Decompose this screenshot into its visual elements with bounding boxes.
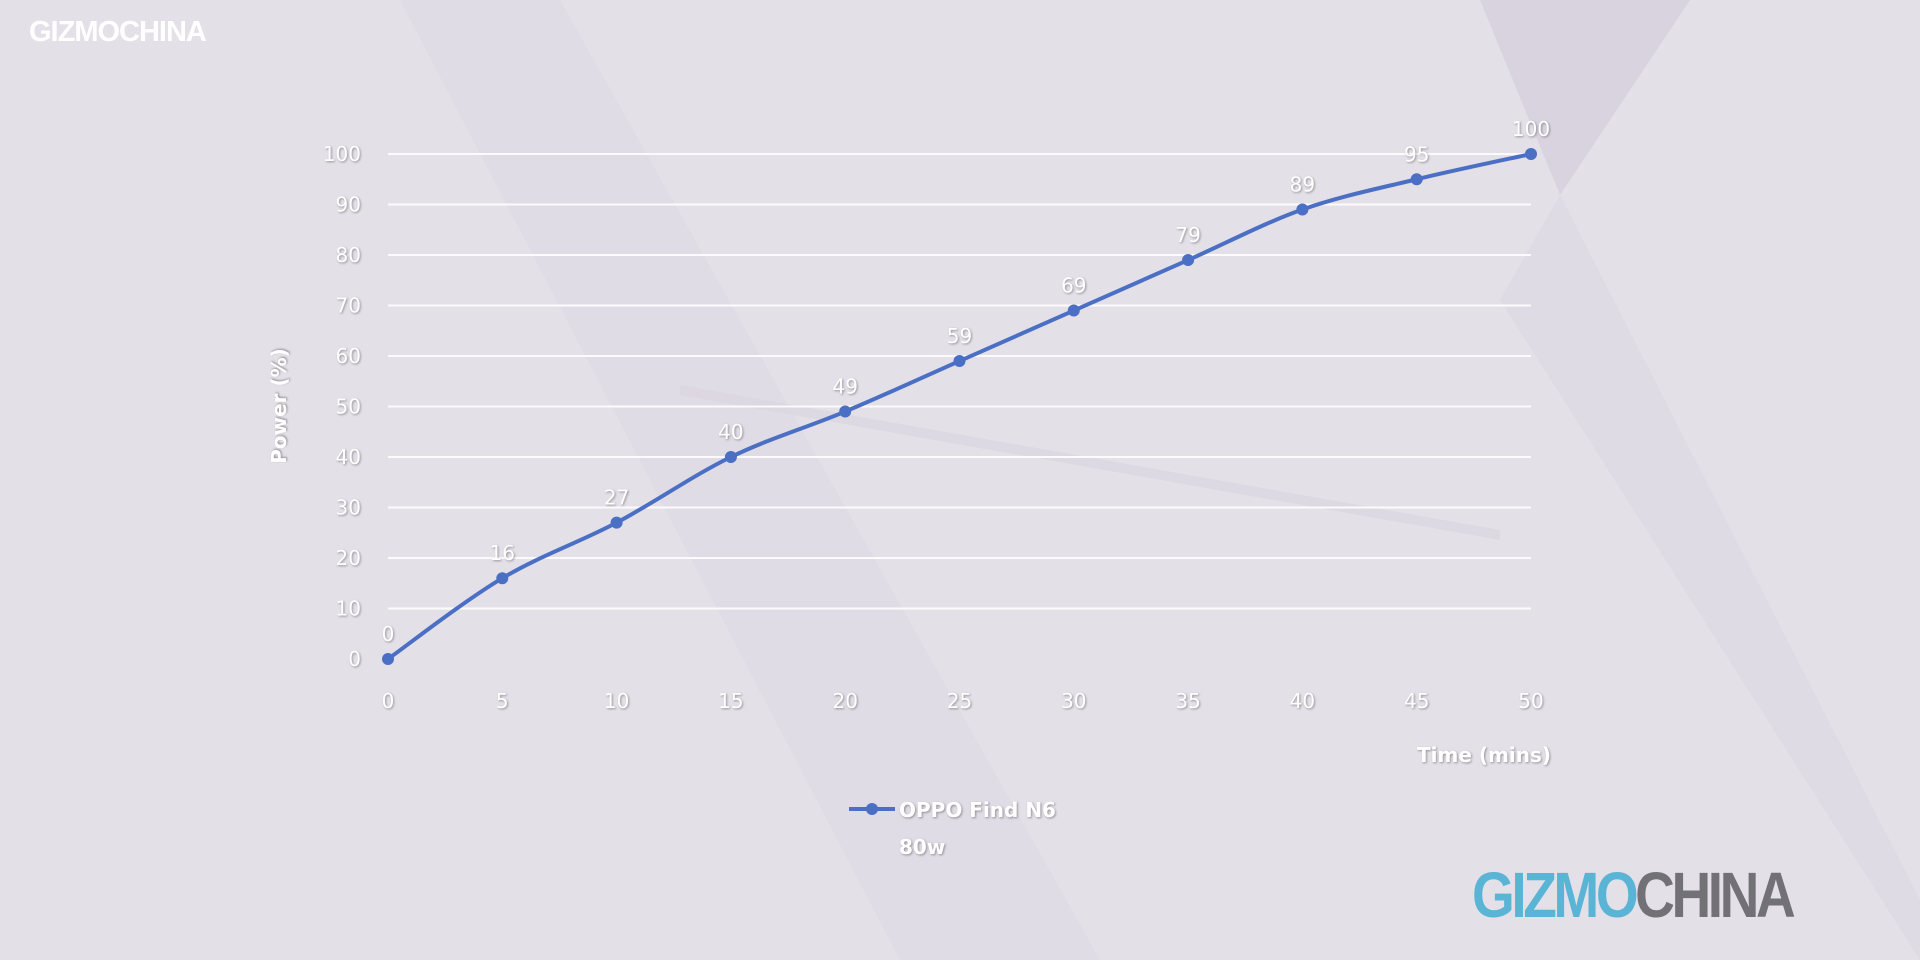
- data-point: [1525, 148, 1537, 160]
- legend: OPPO Find N6 80w: [849, 798, 1056, 859]
- x-tick-label: 5: [496, 689, 509, 713]
- data-label: 89: [1290, 173, 1315, 197]
- y-tick-label: 40: [336, 445, 361, 469]
- data-label: 40: [718, 420, 743, 444]
- logo-part-china: CHINA: [1635, 859, 1796, 931]
- data-label: 27: [604, 486, 629, 510]
- x-tick-label: 25: [947, 689, 972, 713]
- legend-series-name: OPPO Find N6: [899, 798, 1056, 822]
- y-tick-label: 70: [336, 294, 361, 318]
- y-tick-label: 0: [348, 647, 361, 671]
- y-tick-label: 60: [336, 344, 361, 368]
- x-tick-label: 30: [1061, 689, 1086, 713]
- x-tick-label: 45: [1404, 689, 1429, 713]
- y-tick-label: 20: [336, 546, 361, 570]
- data-label: 16: [490, 541, 515, 565]
- watermark-logo-top: GIZMOCHINA: [29, 16, 207, 48]
- data-point: [839, 405, 852, 418]
- data-point: [1067, 304, 1080, 317]
- y-tick-label: 50: [336, 395, 361, 419]
- y-tick-label: 10: [336, 597, 361, 621]
- x-tick-label: 0: [382, 689, 395, 713]
- data-label: 69: [1061, 274, 1086, 298]
- x-tick-label: 15: [718, 689, 743, 713]
- y-axis-title: Power (%): [267, 348, 291, 464]
- y-tick-label: 30: [336, 496, 361, 520]
- legend-series-subtitle: 80w: [899, 835, 945, 859]
- x-tick-label: 35: [1175, 689, 1200, 713]
- data-point: [382, 653, 394, 665]
- data-point: [610, 516, 623, 529]
- data-point: [1296, 203, 1309, 216]
- y-tick-label: 100: [323, 142, 361, 166]
- data-label: 100: [1512, 117, 1550, 141]
- data-label: 79: [1175, 223, 1200, 247]
- data-point: [496, 572, 509, 585]
- y-tick-label: 80: [336, 243, 361, 267]
- x-tick-label: 20: [832, 689, 857, 713]
- watermark-logo-bottom: GIZMOCHINA: [1472, 858, 1796, 932]
- logo-part-gizmo: GIZMO: [1472, 859, 1639, 931]
- data-label: 95: [1404, 142, 1429, 166]
- x-tick-label: 40: [1290, 689, 1315, 713]
- data-point: [724, 451, 737, 463]
- y-tick-label: 90: [336, 193, 361, 217]
- x-axis-title: Time (mins): [1417, 743, 1551, 767]
- data-point: [1182, 254, 1195, 267]
- x-tick-label: 50: [1518, 689, 1543, 713]
- legend-marker-icon: [866, 803, 878, 815]
- data-label: 0: [382, 622, 395, 646]
- data-label: 49: [832, 375, 857, 399]
- data-label: 59: [947, 324, 972, 348]
- data-point: [953, 355, 966, 368]
- x-tick-label: 10: [604, 689, 629, 713]
- data-point: [1410, 173, 1423, 186]
